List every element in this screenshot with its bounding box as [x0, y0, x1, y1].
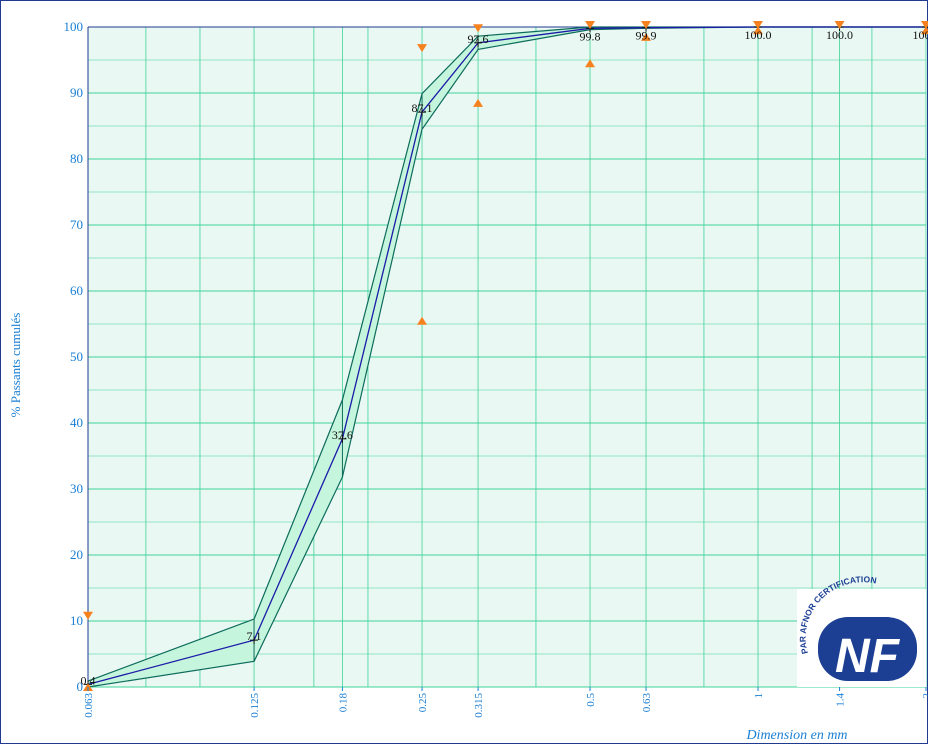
data-label: 99.8: [580, 29, 601, 43]
lower-limit-marker: [753, 26, 764, 35]
x-axis-label: Dimension en mm: [745, 728, 847, 743]
y-tick-label: 40: [70, 415, 83, 430]
x-tick-label: 1: [753, 693, 765, 699]
y-tick-label: 20: [70, 547, 83, 562]
nf-mark-text: NF: [835, 630, 901, 683]
y-tick-label: 30: [70, 481, 83, 496]
nf-shield: [818, 617, 917, 681]
x-tick-label: 0.63: [641, 693, 653, 713]
data-label: 100.0: [745, 28, 772, 42]
data-label: 97.6: [468, 32, 489, 46]
data-label: 37.6: [332, 428, 353, 442]
x-tick-label: 0.315: [473, 693, 485, 718]
y-tick-label: 80: [70, 151, 83, 166]
x-tick-label: 0.18: [337, 693, 349, 713]
data-label: 0.4: [81, 673, 96, 687]
lower-limit-marker: [921, 26, 928, 35]
data-label: 100.0: [826, 28, 853, 42]
upper-limit-marker: [585, 21, 596, 29]
data-label: 7.1: [247, 629, 262, 643]
x-tick-label: 0.5: [585, 693, 597, 707]
lower-limit-marker: [473, 98, 484, 107]
upper-limit-marker: [417, 44, 428, 53]
y-tick-label: 70: [70, 217, 83, 232]
x-tick-label: 1.4: [835, 693, 847, 707]
x-tick-label: 0.063: [83, 693, 95, 718]
upper-limit-marker: [834, 21, 845, 29]
lower-limit-marker: [641, 32, 652, 41]
grid-lines: [87, 26, 927, 688]
data-label: 100.0: [913, 28, 928, 42]
upper-limit-marker: [83, 611, 93, 620]
data-label: 87.1: [412, 101, 433, 115]
upper-limit-marker: [753, 21, 764, 29]
mean-line: [87, 26, 926, 686]
x-tick-label: 0.125: [249, 693, 261, 718]
data-label: 99.9: [636, 29, 657, 43]
data-labels: 0.4 7.1 37.6 87.1 97.6 99.8 99.9 100.0 100.0 100.…: [81, 28, 928, 687]
y-tick-label: 100: [64, 19, 84, 34]
x-tick-label: 2: [921, 693, 928, 699]
x-tick-labels: 0.063 0.125 0.18 0.25 0.315 0.5 0.63 1 1.4 2: [83, 687, 928, 718]
y-tick-label: 90: [70, 85, 83, 100]
lower-limit-marker: [417, 316, 428, 325]
upper-limit-marker: [641, 21, 652, 29]
nf-logo-icon: PAR AFNOR CERTIFICATION NF: [797, 574, 926, 687]
y-tick-label: 10: [70, 613, 83, 628]
y-axis-label: % Passants cumulés: [8, 313, 23, 418]
lower-limit-marker: [585, 59, 596, 68]
envelope-fill: [88, 27, 926, 687]
y-tick-label: 60: [70, 283, 83, 298]
y-tick-label: 50: [70, 349, 83, 364]
upper-limit-marker: [473, 24, 484, 33]
y-tick-label: 0: [77, 679, 84, 694]
x-tick-label: 0.25: [417, 693, 429, 713]
y-tick-labels: 0 10 20 30 40 50 60 70 80 90 100: [64, 19, 84, 694]
